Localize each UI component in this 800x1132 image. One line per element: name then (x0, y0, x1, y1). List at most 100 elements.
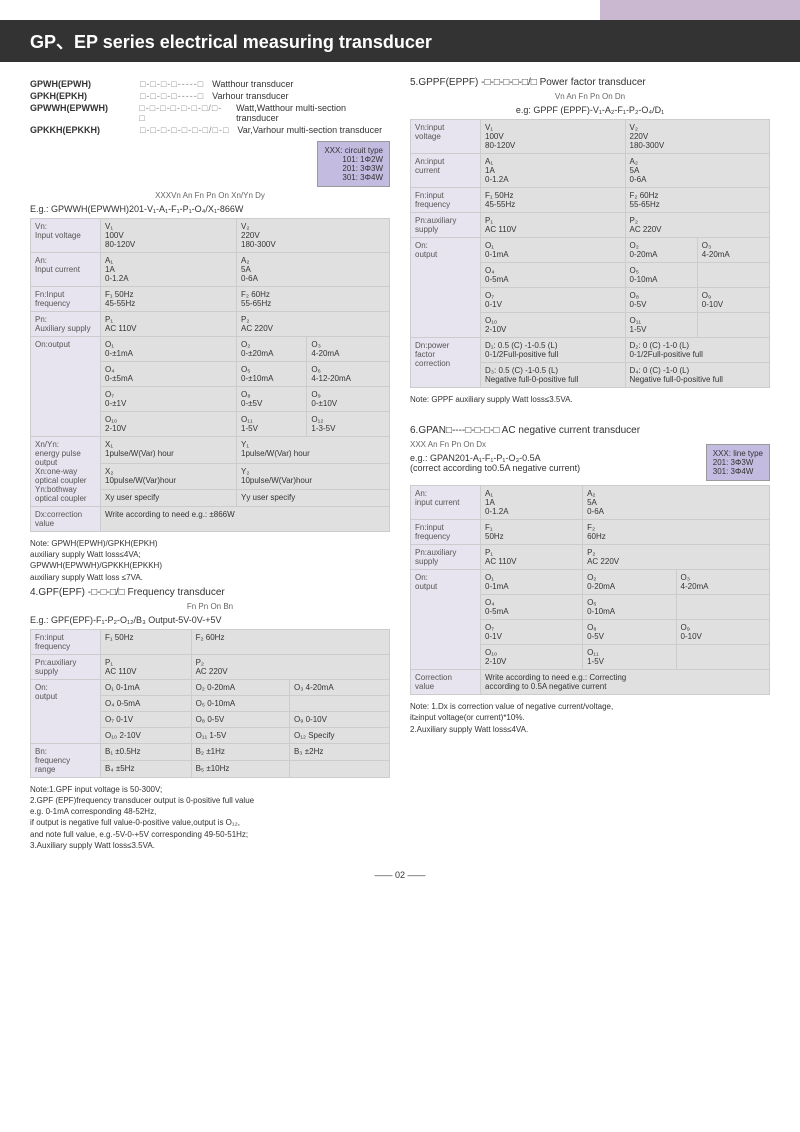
section-title: 4.GPF(EPF) -□-□-□/□ Frequency transducer (30, 587, 390, 598)
note: Note: GPWH(EPWH)/GPKH(EPKH) auxiliary su… (30, 538, 390, 583)
row-label: On: output (411, 570, 481, 670)
top-bar (0, 0, 800, 20)
cell: X₁ 1pulse/W(Var) hour (101, 437, 237, 464)
cell (676, 595, 770, 620)
cell: P₂ AC 220V (625, 213, 770, 238)
cell: B₂ ±1Hz (191, 743, 289, 760)
row-label: An:input current (411, 154, 481, 188)
cell: O₁₁ 1-5V (237, 412, 307, 437)
cell: O₅ 0-±10mA (237, 362, 307, 387)
cell: D₁: 0.5 (C) -1-0.5 (L) 0-1/2Full-positiv… (481, 338, 626, 363)
cell: Write according to need e.g.: Correcting… (481, 670, 770, 695)
cell: F₁ 50Hz (481, 520, 583, 545)
cell: O₁₂ Specify (289, 727, 389, 743)
cell: O₈ 0-±5V (237, 387, 307, 412)
cell (289, 760, 389, 777)
cell: O₄ 0-5mA (101, 695, 192, 711)
cell: A₁ 1A 0-1.2A (481, 154, 626, 188)
row-label: Bn: frequency range (31, 743, 101, 777)
cell: B₅ ±10Hz (191, 760, 289, 777)
cell: F₂ 60Hz (583, 520, 770, 545)
param-line: Fn Pn On Bn (30, 602, 390, 611)
cell: O₅ 0-10mA (191, 695, 289, 711)
param-line: XXX An Fn Pn On Dx (410, 440, 696, 449)
param-line: XXXVn An Fn Pn On Xn/Yn Dy (30, 191, 390, 200)
cell: P₁ AC 110V (101, 312, 237, 337)
cell: O₄ 0-±5mA (101, 362, 237, 387)
cell: F₁ 50Hz (101, 629, 192, 654)
left-column: GPWH(EPWH)□-□-□-□-----□Watthour transduc… (30, 77, 390, 855)
row-label: An: Input current (31, 253, 101, 287)
cell: A₂ 5A 0-6A (237, 253, 390, 287)
cell: B₁ ±0.5Hz (101, 743, 192, 760)
cell: O₇ 0-±1V (101, 387, 237, 412)
page-num-value: 02 (395, 870, 405, 880)
cell: O₇ 0-1V (481, 620, 583, 645)
cell: O₄ 0-5mA (481, 595, 583, 620)
cell: A₁ 1A 0-1.2A (101, 253, 237, 287)
section-title: 5.GPPF(EPPF) -□-□-□-□-□/□ Power factor t… (410, 77, 770, 88)
eg-line: E.g.: GPF(EPF)-F₁-P₂-O₁₂/B₃ Output-5V-0V… (30, 615, 390, 625)
model-boxes: □-□-□-□-□-□-□/□-□ (140, 125, 229, 135)
page-title: GP、EP series electrical measuring transd… (0, 20, 800, 62)
cell: O₁₁ 1-5V (191, 727, 289, 743)
cell: O₄ 0-5mA (481, 263, 626, 288)
model-desc: Watt,Watthour multi-section transducer (236, 103, 390, 123)
row-label: Dn:power factor correction (411, 338, 481, 388)
row-label: On:output (31, 337, 101, 437)
cell: F₂ 60Hz 55-65Hz (237, 287, 390, 312)
circuit-box: XXX: circuit type 101: 1Φ2W 201: 3Φ3W 30… (317, 141, 390, 187)
cell: O₈ 0-5V (625, 288, 697, 313)
section-title: 6.GPAN□----□-□-□-□ AC negative current t… (410, 425, 770, 436)
cell: P₁ AC 110V (481, 213, 626, 238)
row-label: Vn: Input voltage (31, 219, 101, 253)
cell: A₂ 5A 0-6A (625, 154, 770, 188)
row-label: Fn:input frequency (411, 188, 481, 213)
cell: B₄ ±5Hz (101, 760, 192, 777)
model-boxes: □-□-□-□-----□ (140, 91, 204, 101)
spec-table-5: Vn:input voltageV₁ 100V 80-120VV₂ 220V 1… (410, 119, 770, 388)
spec-table-4: Fn:input frequencyF₁ 50HzF₂ 60Hz Pn:auxi… (30, 629, 390, 778)
page-number: —— 02 —— (0, 870, 800, 880)
section-5: 5.GPPF(EPPF) -□-□-□-□-□/□ Power factor t… (410, 77, 770, 405)
cell: O₉ 0-10V (289, 711, 389, 727)
cell (697, 263, 769, 288)
cell: F₂ 60Hz (191, 629, 389, 654)
cell (289, 695, 389, 711)
row-label: Fn:input frequency (31, 629, 101, 654)
section-6: 6.GPAN□----□-□-□-□ AC negative current t… (410, 425, 770, 735)
cell: Y₁ 1pulse/W(Var) hour (237, 437, 390, 464)
section-3: GPWH(EPWH)□-□-□-□-----□Watthour transduc… (30, 79, 390, 583)
model-name: GPKKH(EPKKH) (30, 125, 140, 135)
model-desc: Var,Varhour multi-section transducer (237, 125, 382, 135)
cell: O₃ 4-20mA (676, 570, 770, 595)
cell: F₁ 50Hz 45-55Hz (101, 287, 237, 312)
spec-table-6: An: input currentA₁ 1A 0-1.2AA₂ 5A 0-6A … (410, 485, 770, 695)
section-4: 4.GPF(EPF) -□-□-□/□ Frequency transducer… (30, 587, 390, 851)
model-name: GPWH(EPWH) (30, 79, 140, 89)
model-desc: Varhour transducer (212, 91, 288, 101)
row-label: Fn:Input frequency (31, 287, 101, 312)
cell: O₂ 0-±20mA (237, 337, 307, 362)
cell: O₁ 0-±1mA (101, 337, 237, 362)
eg-line: e.g: GPPF (EPPF)-V₁-A₂-F₁-P₂-O₄/D₁ (410, 105, 770, 115)
cell: O₅ 0-10mA (625, 263, 697, 288)
row-label: On: output (31, 679, 101, 743)
cell: Write according to need e.g.: ±866W (101, 507, 390, 532)
cell: O₃ 4-20mA (307, 337, 390, 362)
cell: D₄: 0 (C) -1-0 (L) Negative full-0-posit… (625, 363, 770, 388)
cell: O₁ 0-1mA (481, 570, 583, 595)
cell: V₂ 220V 180-300V (625, 120, 770, 154)
cell: A₁ 1A 0-1.2A (481, 486, 583, 520)
cell (697, 313, 769, 338)
row-label: On: output (411, 238, 481, 338)
cell: O₃ 4-20mA (697, 238, 769, 263)
right-column: 5.GPPF(EPPF) -□-□-□-□-□/□ Power factor t… (410, 77, 770, 855)
model-name: GPKH(EPKH) (30, 91, 140, 101)
row-label: Pn: Auxiliary supply (31, 312, 101, 337)
note: Note:1.GPF input voltage is 50-300V; 2.G… (30, 784, 390, 851)
cell: O₉ 0-±10V (307, 387, 390, 412)
content: GPWH(EPWH)□-□-□-□-----□Watthour transduc… (0, 77, 800, 855)
row-label: Pn:auxiliary supply (411, 545, 481, 570)
cell: O₁₀ 2-10V (481, 645, 583, 670)
